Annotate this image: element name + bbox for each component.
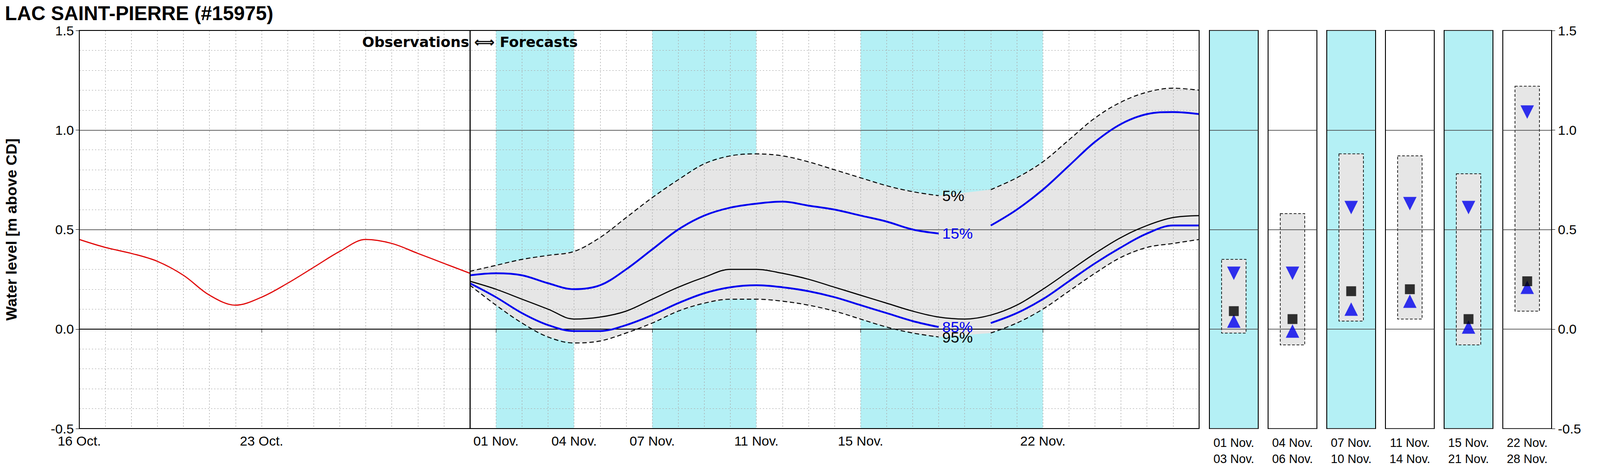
svg-text:15 Nov.: 15 Nov. [838,433,884,449]
svg-text:11 Nov.: 11 Nov. [734,433,779,449]
svg-text:-0.5: -0.5 [1557,421,1582,437]
svg-text:07 Nov.: 07 Nov. [1330,436,1372,450]
svg-text:04 Nov.: 04 Nov. [1272,436,1313,450]
svg-text:0.5: 0.5 [55,222,74,237]
svg-text:06 Nov.: 06 Nov. [1272,452,1313,466]
svg-text:0.0: 0.0 [1557,321,1577,337]
svg-text:0.5: 0.5 [1557,222,1577,237]
svg-text:03 Nov.: 03 Nov. [1213,452,1255,466]
svg-text:95%: 95% [942,328,973,346]
svg-text:1.0: 1.0 [55,122,74,138]
svg-text:1.5: 1.5 [55,23,74,39]
svg-text:10 Nov.: 10 Nov. [1330,452,1372,466]
svg-text:14 Nov.: 14 Nov. [1389,452,1431,466]
svg-text:1.5: 1.5 [1557,23,1577,39]
svg-text:04 Nov.: 04 Nov. [551,433,597,449]
svg-text:1.0: 1.0 [1557,122,1577,138]
svg-text:28 Nov.: 28 Nov. [1506,452,1548,466]
svg-text:01 Nov.: 01 Nov. [1213,436,1255,450]
svg-text:Water level [m above CD]: Water level [m above CD] [2,138,20,321]
svg-text:0.0: 0.0 [55,321,74,337]
svg-text:22 Nov.: 22 Nov. [1020,433,1066,449]
svg-text:-0.5: -0.5 [50,421,74,437]
svg-text:01 Nov.: 01 Nov. [473,433,519,449]
svg-text:11 Nov.: 11 Nov. [1389,436,1430,450]
svg-text:85%: 85% [942,318,973,336]
svg-text:15%: 15% [942,224,973,242]
svg-text:21 Nov.: 21 Nov. [1448,452,1489,466]
svg-text:LAC SAINT-PIERRE (#15975): LAC SAINT-PIERRE (#15975) [4,2,274,25]
svg-text:22 Nov.: 22 Nov. [1506,436,1548,450]
svg-text:15 Nov.: 15 Nov. [1448,436,1489,450]
svg-text:07 Nov.: 07 Nov. [629,433,675,449]
svg-text:Observations ⟺ Forecasts: Observations ⟺ Forecasts [361,33,578,51]
svg-text:16 Oct.: 16 Oct. [57,433,102,449]
svg-text:5%: 5% [942,187,965,205]
svg-text:23 Oct.: 23 Oct. [240,433,284,449]
